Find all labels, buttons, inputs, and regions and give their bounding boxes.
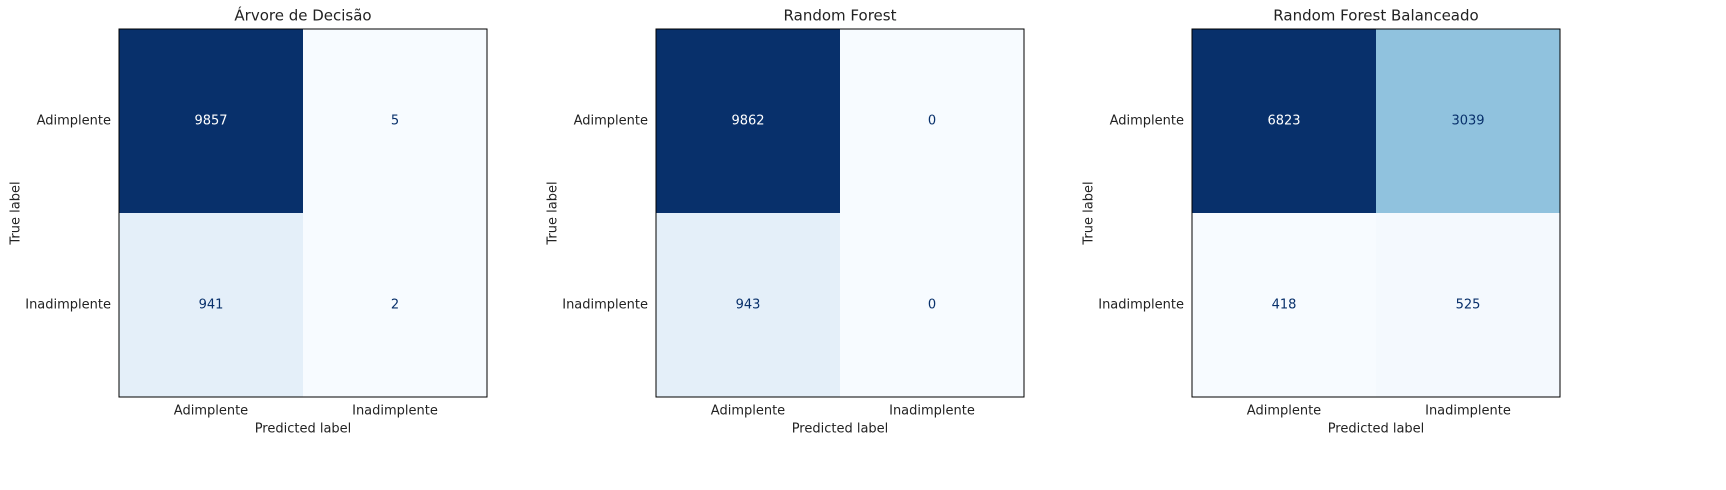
chart-title: Random Forest Balanceado: [1273, 7, 1478, 25]
chart-title: Árvore de Decisão: [234, 6, 371, 25]
y-tick-label: Adimplente: [574, 114, 648, 129]
plot-frame: [1191, 28, 1561, 398]
cell-value: 5: [391, 114, 399, 129]
cell-value: 0: [928, 114, 936, 129]
y-axis-label: True label: [546, 181, 561, 245]
cell-value: 0: [928, 298, 936, 313]
x-tick-label: Adimplente: [1247, 404, 1321, 419]
cell-value: 9862: [731, 114, 764, 129]
cell: [840, 213, 1024, 397]
cell-value: 9857: [194, 114, 227, 129]
cell: [656, 29, 840, 213]
x-tick-label: Inadimplente: [352, 404, 438, 419]
cell-value: 2: [391, 298, 399, 313]
x-tick-label: Adimplente: [174, 404, 248, 419]
x-tick-label: Inadimplente: [889, 404, 975, 419]
cell-value: 525: [1456, 298, 1481, 313]
cell-value: 941: [199, 298, 224, 313]
cell: [1192, 29, 1376, 213]
y-tick-label: Inadimplente: [25, 298, 111, 313]
x-tick-label: Adimplente: [711, 404, 785, 419]
cell: [1376, 29, 1560, 213]
cell-value: 943: [736, 298, 761, 313]
y-tick-label: Adimplente: [1110, 114, 1184, 129]
cell: [1376, 213, 1560, 397]
x-tick-label: Inadimplente: [1425, 404, 1511, 419]
x-axis-label: Predicted label: [792, 422, 889, 437]
cell: [656, 213, 840, 397]
cell: [303, 29, 487, 213]
x-axis-label: Predicted label: [1328, 422, 1425, 437]
plot-frame: [118, 28, 488, 398]
cell: [840, 29, 1024, 213]
y-tick-label: Adimplente: [37, 114, 111, 129]
y-tick-label: Inadimplente: [562, 298, 648, 313]
x-axis-label: Predicted label: [255, 422, 352, 437]
y-axis-label: True label: [9, 181, 24, 245]
y-axis-label: True label: [1082, 181, 1097, 245]
cell-value: 6823: [1267, 114, 1300, 129]
cell-value: 3039: [1451, 114, 1484, 129]
cell: [1192, 213, 1376, 397]
cell: [303, 213, 487, 397]
cell-value: 418: [1272, 298, 1297, 313]
plot-frame: [655, 28, 1025, 398]
chart-title: Random Forest: [784, 7, 897, 25]
cell: [119, 213, 303, 397]
cell: [119, 29, 303, 213]
y-tick-label: Inadimplente: [1098, 298, 1184, 313]
